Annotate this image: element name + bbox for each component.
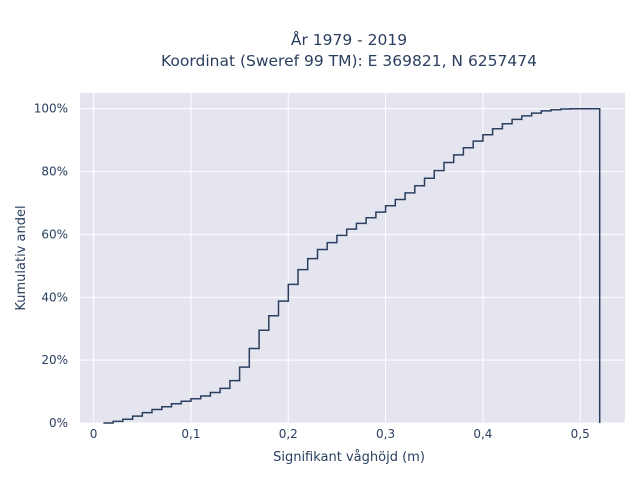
y-tick-label: 100% — [34, 102, 68, 116]
y-tick-label: 20% — [41, 353, 68, 367]
title-line-2: Koordinat (Sweref 99 TM): E 369821, N 62… — [161, 52, 537, 70]
x-tick-label: 0,4 — [473, 427, 492, 441]
series-layer — [103, 107, 601, 424]
y-tick-label: 0% — [49, 416, 68, 430]
x-tick-label: 0 — [90, 427, 98, 441]
ticks: 0 0,1 0,2 0,3 0,4 0,5 0% 20% 40% 60% 80% 100% — [34, 102, 590, 441]
x-tick-label: 0,3 — [376, 427, 395, 441]
y-tick-label: 80% — [41, 165, 68, 179]
grid — [80, 93, 625, 424]
x-tick-label: 0,5 — [571, 427, 590, 441]
title-line-1: År 1979 - 2019 — [291, 30, 407, 49]
x-axis-title: Signifikant våghöjd (m) — [273, 450, 425, 465]
x-tick-label: 0,1 — [181, 427, 200, 441]
chart-title: År 1979 - 2019 Koordinat (Sweref 99 TM):… — [161, 30, 537, 70]
cdf-step-line — [103, 107, 601, 424]
y-tick-label: 60% — [41, 227, 68, 241]
x-tick-label: 0,2 — [279, 427, 298, 441]
y-axis-title: Kumulativ andel — [14, 205, 29, 310]
y-tick-label: 40% — [41, 290, 68, 304]
plot-area — [80, 93, 625, 423]
